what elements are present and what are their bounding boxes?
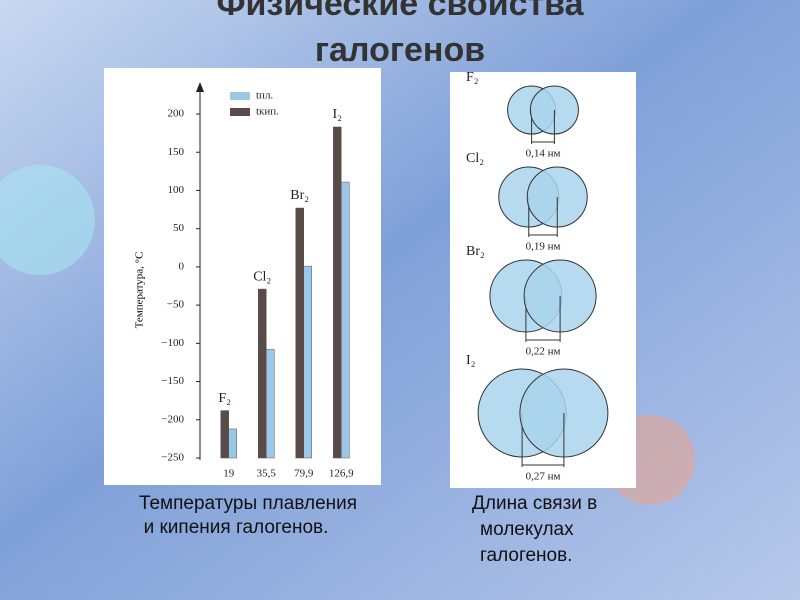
x-tick-label: 19 [223,468,235,480]
axis-arrow [196,82,204,92]
y-tick-label: −100 [161,337,184,349]
bar-label: F₂ [218,391,231,406]
legend-label: tпл. [256,90,273,102]
bar-label: Br₂ [290,188,309,203]
legend-swatch [230,92,250,100]
y-axis-label: Температура, °C [134,252,146,329]
molecule-label: F₂ [466,70,479,85]
bar [220,410,229,459]
legend-label: tкип. [256,106,279,118]
x-tick-label: 79,9 [294,468,314,480]
molecule-label: Br₂ [466,244,485,259]
y-tick-label: 150 [168,146,185,158]
caption: галогенов. [480,545,572,566]
bar [266,349,275,459]
legend-swatch [230,108,250,116]
y-tick-label: −50 [167,299,185,311]
bar-label: I₂ [332,107,342,122]
bond-length: 0,14 нм [526,148,561,160]
y-tick-label: 200 [168,108,185,120]
molecule-label: I₂ [466,353,476,368]
x-tick-label: 126,9 [329,468,354,480]
y-tick-label: −250 [161,452,184,464]
y-tick-label: 50 [173,222,185,234]
bond-length: 0,22 нм [526,346,561,358]
y-tick-label: 100 [168,184,185,196]
bar [333,126,342,459]
molecule-label: Cl₂ [466,151,484,166]
bar [341,181,350,459]
bar [258,288,267,459]
bar [295,207,304,459]
caption: Температуры плавления [139,493,357,514]
bar [303,265,312,459]
bond-length: 0,27 нм [526,471,561,483]
title: Физические свойства [216,0,584,23]
bar [228,428,237,459]
caption: Длина связи в [472,493,597,514]
caption: и кипения галогенов. [144,517,329,538]
y-tick-label: −150 [161,375,184,387]
y-tick-label: 0 [179,260,185,272]
title: галогенов [315,31,485,69]
decor [0,165,95,275]
bar-label: Cl₂ [253,269,271,284]
x-tick-label: 35,5 [257,468,277,480]
caption: молекулах [480,519,574,540]
bond-length: 0,19 нм [526,241,561,253]
y-tick-label: −200 [161,413,184,425]
